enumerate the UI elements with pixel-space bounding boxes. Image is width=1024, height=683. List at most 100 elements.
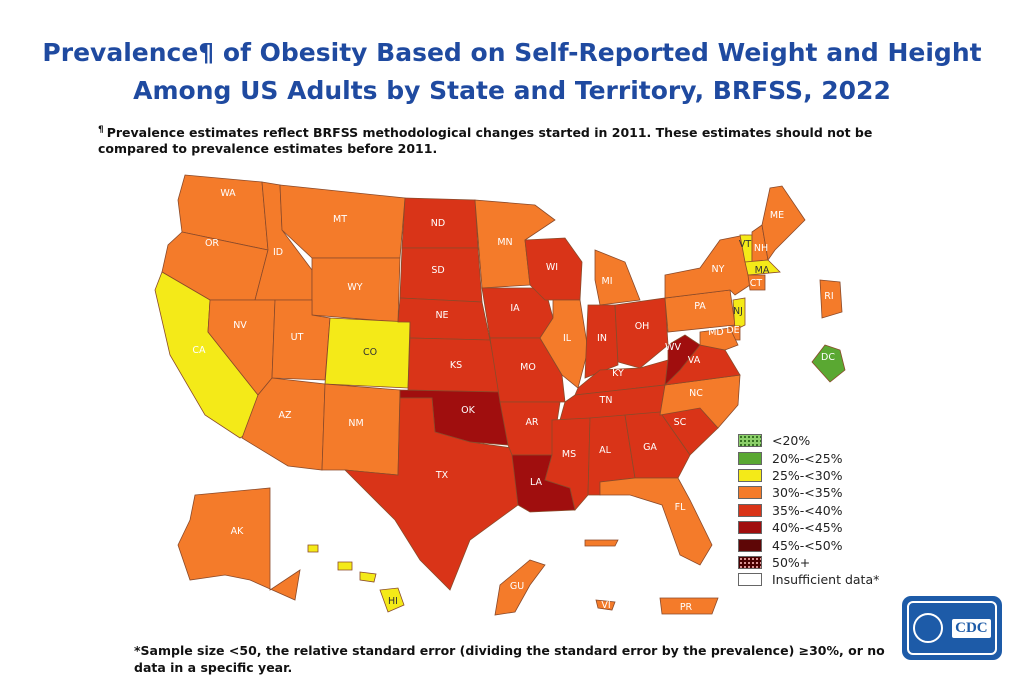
label-SC: SC [674, 417, 687, 428]
label-UT: UT [291, 332, 304, 343]
legend-swatch [738, 486, 762, 500]
state-GA [624, 411, 691, 479]
cdc-logo: CDC [902, 596, 1002, 660]
label-AZ: AZ [278, 410, 291, 421]
legend-label: 35%-<40% [772, 502, 843, 518]
state-IN [584, 304, 619, 379]
label-VI: VI [601, 600, 610, 611]
label-VT: VT [739, 239, 751, 250]
label-CT: CT [750, 278, 763, 289]
label-PR: PR [680, 602, 693, 613]
label-ID: ID [273, 247, 283, 258]
legend-item: 50%+ [738, 554, 879, 571]
state-DC [811, 344, 846, 383]
label-NY: NY [712, 264, 725, 275]
state-CT [747, 274, 766, 291]
legend-label: 30%-<35% [772, 485, 843, 501]
state-HI-islands [307, 544, 377, 583]
label-HI: HI [388, 596, 398, 607]
legend-item: 20%-<25% [738, 449, 879, 466]
state-MA [744, 259, 781, 276]
label-OK: OK [461, 405, 475, 416]
state-WV [664, 334, 701, 387]
label-CA: CA [192, 345, 206, 356]
label-NC: NC [689, 388, 703, 399]
title-line-2: Among US Adults by State and Territory, … [133, 76, 891, 105]
label-MA: MA [755, 265, 770, 276]
legend-item: 35%-<40% [738, 502, 879, 519]
label-MO: MO [520, 362, 536, 373]
legend-item: <20% [738, 432, 879, 449]
legend-item: Insufficient data* [738, 571, 879, 588]
state-MD [699, 327, 739, 351]
legend-label: 20%-<25% [772, 450, 843, 466]
legend-label: 45%-<50% [772, 537, 843, 553]
legend-swatch [738, 521, 762, 535]
state-GU [494, 559, 546, 616]
legend-swatch [738, 503, 762, 517]
state-FL [599, 477, 713, 566]
label-CO: CO [363, 347, 377, 358]
state-MO [489, 337, 566, 403]
legend-label: 25%-<30% [772, 467, 843, 483]
state-NY [664, 234, 751, 299]
state-TX [343, 397, 519, 591]
label-NM: NM [348, 418, 363, 429]
state-caribbean-islands [584, 539, 619, 547]
legend-item: 25%-<30% [738, 467, 879, 484]
label-WI: WI [546, 262, 558, 273]
label-NV: NV [233, 320, 247, 331]
label-NH: NH [754, 243, 768, 254]
label-TN: TN [599, 395, 613, 406]
state-IL [539, 299, 589, 389]
label-SD: SD [431, 265, 444, 276]
state-OH [614, 297, 669, 369]
legend-label: <20% [772, 433, 811, 449]
sample-size-note: *Sample size <50, the relative standard … [134, 643, 885, 675]
label-RI: RI [824, 291, 833, 302]
state-AR [499, 401, 561, 456]
cdc-logo-text: CDC [952, 618, 991, 638]
legend-swatch [738, 538, 762, 552]
label-WV: WV [665, 342, 681, 353]
label-NE: NE [435, 310, 448, 321]
methodology-note: ¶ Prevalence estimates reflect BRFSS meth… [98, 122, 898, 157]
state-MI [594, 249, 641, 306]
label-MS: MS [562, 449, 576, 460]
label-MN: MN [497, 237, 512, 248]
label-GA: GA [643, 442, 657, 453]
legend-swatch [738, 555, 762, 569]
legend-item: 45%-<50% [738, 536, 879, 553]
state-NM [321, 383, 401, 476]
label-AL: AL [599, 445, 611, 456]
legend-swatch [738, 573, 762, 587]
label-WA: WA [220, 188, 236, 199]
state-VI [595, 599, 616, 611]
label-IA: IA [510, 303, 520, 314]
title-line-1: Prevalence¶ of Obesity Based on Self-Rep… [42, 38, 982, 67]
label-KS: KS [450, 360, 462, 371]
label-OH: OH [635, 321, 650, 332]
legend: <20% 20%-<25% 25%-<30% 30%-<35% 35%-<40% 40%-… [738, 432, 879, 589]
legend-item: 30%-<35% [738, 484, 879, 501]
label-OR: OR [205, 238, 219, 249]
legend-label: 40%-<45% [772, 520, 843, 536]
label-GU: GU [510, 581, 524, 592]
label-MI: MI [602, 276, 613, 287]
cdc-logo-frame: CDC [907, 601, 997, 655]
label-AR: AR [525, 417, 538, 428]
label-VA: VA [688, 355, 701, 366]
label-MT: MT [333, 214, 347, 225]
state-RI [819, 279, 843, 319]
label-TX: TX [435, 470, 449, 481]
label-ME: ME [770, 210, 784, 221]
label-IN: IN [597, 333, 607, 344]
label-LA: LA [530, 477, 543, 488]
label-ND: ND [431, 218, 445, 229]
label-DE: DE [726, 325, 739, 336]
legend-swatch [738, 468, 762, 482]
state-ME [761, 185, 806, 262]
methodology-note-text: Prevalence estimates reflect BRFSS metho… [98, 125, 873, 157]
state-PR [659, 597, 719, 615]
